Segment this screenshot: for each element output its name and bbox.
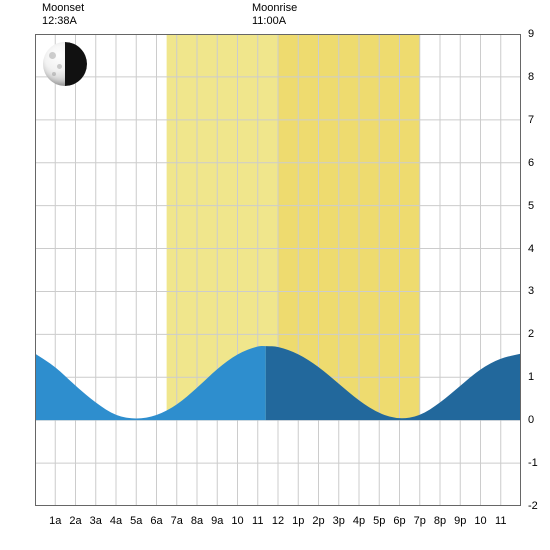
y-tick-label: 8 — [528, 71, 534, 83]
x-tick-label: 7p — [414, 515, 426, 527]
y-tick-label: 1 — [528, 371, 534, 383]
y-tick-label: 0 — [528, 414, 534, 426]
x-tick-label: 10 — [474, 515, 486, 527]
y-tick-label: -2 — [528, 500, 538, 512]
x-tick-label: 2a — [69, 515, 81, 527]
x-tick-label: 6p — [393, 515, 405, 527]
x-tick-label: 11 — [252, 515, 263, 527]
x-tick-label: 11 — [495, 515, 506, 527]
moonset-title: Moonset — [42, 2, 84, 15]
x-tick-label: 12 — [272, 515, 284, 527]
moonrise-title: Moonrise — [252, 2, 297, 15]
moonset-label: Moonset 12:38A — [42, 2, 84, 28]
x-tick-label: 9a — [211, 515, 223, 527]
y-tick-label: 5 — [528, 200, 534, 212]
moonset-time: 12:38A — [42, 15, 84, 28]
x-tick-label: 8p — [434, 515, 446, 527]
moon-phase-icon — [43, 42, 87, 86]
x-tick-label: 2p — [312, 515, 324, 527]
x-tick-label: 4a — [110, 515, 122, 527]
y-tick-label: 7 — [528, 114, 534, 126]
y-tick-label: 6 — [528, 157, 534, 169]
y-tick-label: 4 — [528, 243, 534, 255]
x-tick-label: 4p — [353, 515, 365, 527]
tide-chart — [35, 34, 521, 511]
x-tick-label: 8a — [191, 515, 203, 527]
y-tick-label: 9 — [528, 28, 534, 40]
x-tick-label: 3a — [90, 515, 102, 527]
chart-svg — [35, 34, 521, 506]
moonrise-time: 11:00A — [252, 15, 297, 28]
x-tick-label: 5p — [373, 515, 385, 527]
x-tick-label: 3p — [333, 515, 345, 527]
x-tick-label: 5a — [130, 515, 142, 527]
y-tick-label: -1 — [528, 457, 538, 469]
x-tick-label: 10 — [231, 515, 243, 527]
x-tick-label: 9p — [454, 515, 466, 527]
moonrise-label: Moonrise 11:00A — [252, 2, 297, 28]
x-tick-label: 1a — [49, 515, 61, 527]
x-tick-label: 7a — [171, 515, 183, 527]
y-tick-label: 3 — [528, 285, 534, 297]
x-tick-label: 6a — [150, 515, 162, 527]
y-axis-ticks: -2-10123456789 — [528, 34, 548, 506]
x-tick-label: 1p — [292, 515, 304, 527]
y-tick-label: 2 — [528, 328, 534, 340]
